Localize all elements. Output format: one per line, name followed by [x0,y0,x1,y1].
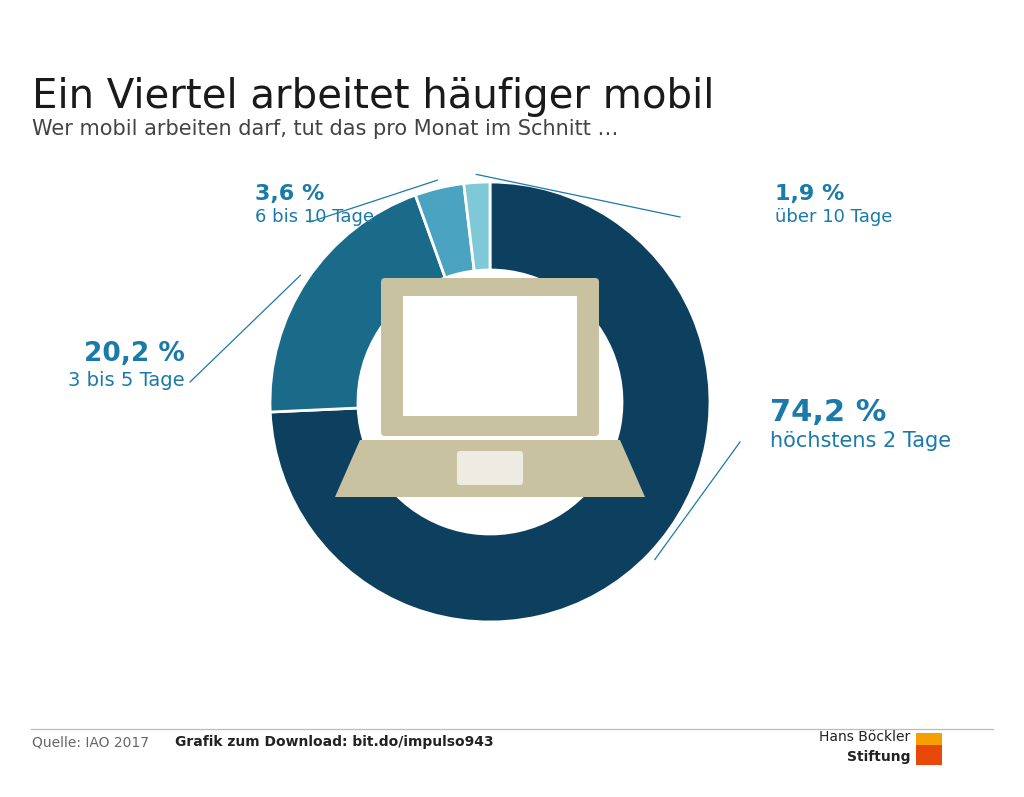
Wedge shape [416,183,474,278]
FancyBboxPatch shape [403,296,577,416]
Text: Stiftung: Stiftung [847,750,910,764]
Text: 3 bis 5 Tage: 3 bis 5 Tage [69,371,185,390]
Bar [916,733,942,745]
Text: Quelle: IAO 2017: Quelle: IAO 2017 [32,735,150,749]
Polygon shape [335,440,645,497]
Wedge shape [270,195,445,412]
FancyBboxPatch shape [457,451,523,485]
Text: 74,2 %: 74,2 % [770,398,887,427]
Wedge shape [464,182,490,271]
FancyBboxPatch shape [381,278,599,436]
Text: 1,9 %: 1,9 % [775,184,845,204]
Text: 20,2 %: 20,2 % [84,341,185,367]
Text: 3,6 %: 3,6 % [255,184,325,204]
Text: Grafik zum Download: bit.do/impulso943: Grafik zum Download: bit.do/impulso943 [175,735,494,749]
Text: Ein Viertel arbeitet häufiger mobil: Ein Viertel arbeitet häufiger mobil [32,77,715,117]
Wedge shape [270,182,710,622]
Text: 6 bis 10 Tage: 6 bis 10 Tage [255,208,374,226]
Bar [916,745,942,765]
Text: höchstens 2 Tage: höchstens 2 Tage [770,431,951,451]
Text: über 10 Tage: über 10 Tage [775,208,892,226]
Text: Wer mobil arbeiten darf, tut das pro Monat im Schnitt …: Wer mobil arbeiten darf, tut das pro Mon… [32,119,618,139]
Text: Hans Böckler: Hans Böckler [819,730,910,744]
